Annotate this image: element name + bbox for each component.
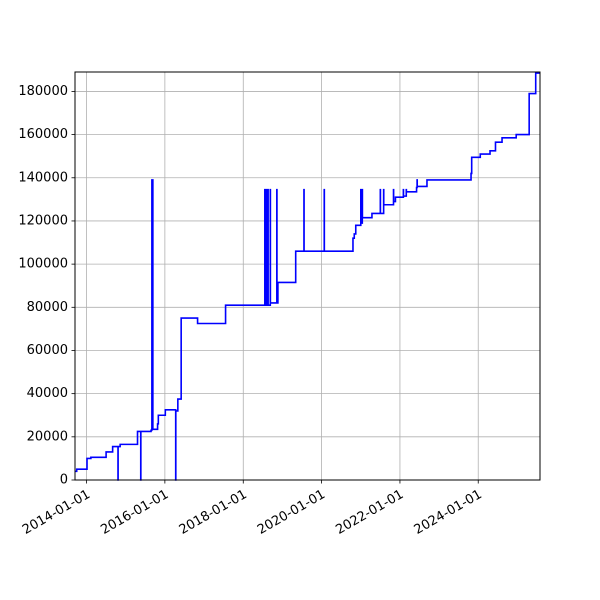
y-tick-label: 160000 (18, 127, 68, 142)
plot-frame (74, 71, 541, 481)
y-tick-label: 120000 (18, 213, 68, 228)
y-axis: 0 20000 40000 60000 80000 100000 120000 140000 1… (18, 84, 75, 488)
y-tick-label: 180000 (18, 84, 68, 99)
y-tick-label: 100000 (18, 257, 68, 272)
y-tick-label: 80000 (27, 300, 68, 315)
series-line-0 (75, 72, 540, 481)
plot-area (75, 72, 540, 480)
y-tick-label: 0 (60, 473, 68, 488)
y-tick-label: 60000 (27, 343, 68, 358)
y-tick-label: 40000 (27, 386, 68, 401)
series-layer (75, 72, 540, 481)
y-tick-label: 20000 (27, 429, 68, 444)
y-tick-label: 140000 (18, 170, 68, 185)
